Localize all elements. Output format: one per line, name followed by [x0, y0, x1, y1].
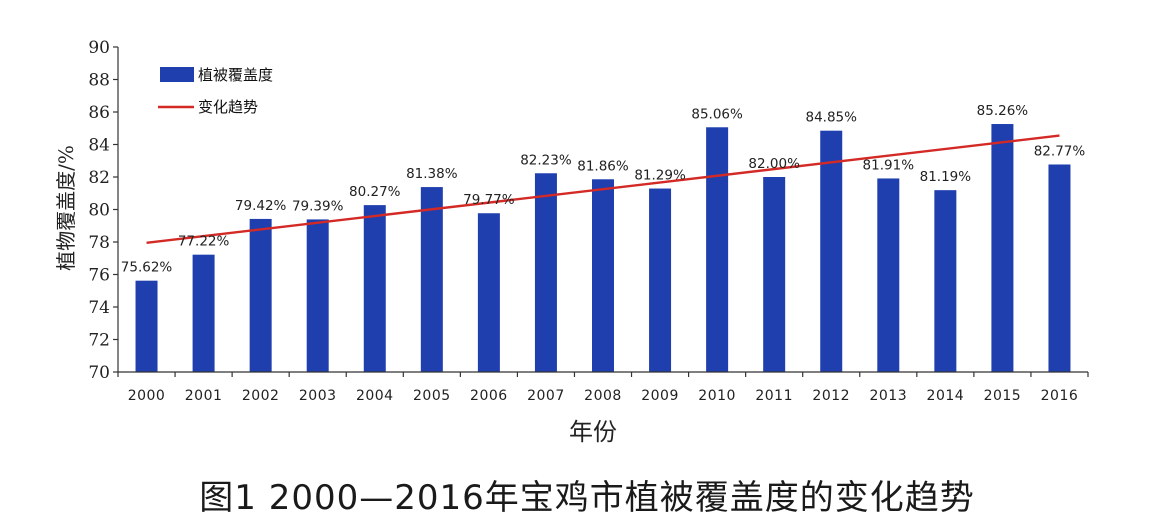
bar	[534, 173, 557, 372]
x-tick-label: 2000	[128, 388, 166, 404]
bar	[649, 188, 672, 372]
data-label: 82.00%	[748, 156, 800, 172]
x-tick-label: 2009	[641, 388, 679, 404]
x-tick-label: 2003	[299, 388, 337, 404]
y-tick-label: 76	[88, 266, 110, 286]
x-tick-label: 2013	[869, 388, 907, 404]
x-tick-label: 2012	[812, 388, 850, 404]
x-axis: 2000 2001 2002 2003 2004 2005 2006 2007 2008 2009…	[117, 371, 1089, 404]
figure-caption: 图1 2000—2016年宝鸡市植被覆盖度的变化趋势	[199, 478, 975, 518]
data-label: 79.42%	[235, 198, 287, 214]
x-tick-label: 2001	[185, 388, 223, 404]
data-label: 81.38%	[406, 166, 458, 182]
data-label: 75.62%	[121, 260, 173, 276]
bar	[135, 280, 158, 372]
bar	[192, 254, 215, 372]
data-label: 81.91%	[863, 157, 915, 173]
data-label: 79.39%	[292, 198, 344, 214]
bar	[420, 187, 443, 372]
data-label: 81.86%	[577, 158, 629, 174]
data-label: 82.77%	[1034, 143, 1086, 159]
bar	[477, 213, 500, 372]
data-label: 85.06%	[691, 106, 743, 122]
y-tick-label: 72	[88, 331, 110, 351]
x-tick-label: 2016	[1041, 388, 1079, 404]
bar	[363, 205, 386, 372]
data-label: 79.77%	[463, 192, 515, 208]
legend-bar-label: 植被覆盖度	[198, 66, 273, 84]
y-tick-label: 90	[88, 38, 110, 58]
data-label: 85.26%	[977, 103, 1029, 119]
legend: 植被覆盖度 变化趋势	[158, 66, 273, 116]
y-tick-label: 74	[88, 298, 110, 318]
bar	[763, 177, 786, 372]
x-axis-title: 年份	[569, 418, 617, 446]
data-label: 81.19%	[920, 169, 972, 185]
x-tick-label: 2007	[527, 388, 565, 404]
data-label: 77.22%	[178, 234, 230, 250]
legend-line-label: 变化趋势	[198, 98, 258, 116]
x-tick-label: 2002	[242, 388, 280, 404]
bar	[991, 124, 1014, 373]
bar	[706, 127, 729, 373]
legend-bar-swatch	[160, 67, 194, 82]
data-label: 81.29%	[634, 168, 686, 184]
x-tick-label: 2015	[984, 388, 1022, 404]
data-labels: 75.62% 77.22% 79.42% 79.39% 80.27% 81.38% 79.7…	[121, 103, 1086, 276]
x-tick-label: 2014	[927, 388, 965, 404]
x-tick-label: 2008	[584, 388, 622, 404]
y-tick-label: 86	[88, 103, 110, 123]
y-tick-label: 78	[88, 233, 110, 253]
x-tick-label: 2006	[470, 388, 508, 404]
bar	[306, 219, 329, 372]
y-tick-label: 80	[88, 201, 110, 221]
y-tick-label: 84	[88, 136, 110, 156]
bar-series	[135, 124, 1071, 373]
x-tick-label: 2004	[356, 388, 394, 404]
x-tick-label: 2011	[755, 388, 793, 404]
bar	[934, 190, 957, 372]
x-tick-label: 2010	[698, 388, 736, 404]
y-axis-title: 植物覆盖度/%	[54, 145, 78, 271]
y-axis: 70 72 74 76 78 80 82 84 86 88 90	[88, 38, 119, 383]
bar	[820, 130, 843, 372]
bar	[877, 178, 900, 372]
y-tick-label: 70	[88, 363, 110, 383]
data-label: 84.85%	[805, 110, 857, 126]
trend-line	[146, 134, 1060, 245]
y-tick-label: 82	[88, 168, 110, 188]
bar	[249, 218, 272, 372]
y-tick-label: 88	[88, 71, 110, 91]
bar	[592, 179, 614, 372]
x-tick-label: 2005	[413, 388, 451, 404]
bar	[1048, 164, 1071, 372]
data-label: 80.27%	[349, 184, 401, 200]
data-label: 82.23%	[520, 152, 572, 168]
